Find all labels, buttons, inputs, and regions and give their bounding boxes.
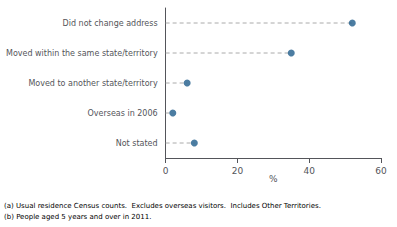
svg-text:40: 40: [303, 166, 315, 176]
svg-text:60: 60: [375, 166, 387, 176]
svg-text:%: %: [269, 174, 278, 184]
svg-text:Not stated: Not stated: [116, 139, 158, 148]
svg-text:(b) People aged 5 years and ov: (b) People aged 5 years and over in 2011…: [4, 213, 151, 221]
svg-text:Moved to another state/territo: Moved to another state/territory: [28, 79, 157, 88]
svg-text:Moved within the same state/te: Moved within the same state/territory: [6, 49, 158, 58]
svg-text:0: 0: [163, 166, 169, 176]
svg-text:20: 20: [232, 166, 244, 176]
svg-text:(a) Usual residence Census cou: (a) Usual residence Census counts. Exclu…: [4, 202, 321, 210]
svg-text:Did not change address: Did not change address: [63, 19, 158, 28]
svg-text:Overseas in 2006: Overseas in 2006: [87, 109, 157, 118]
